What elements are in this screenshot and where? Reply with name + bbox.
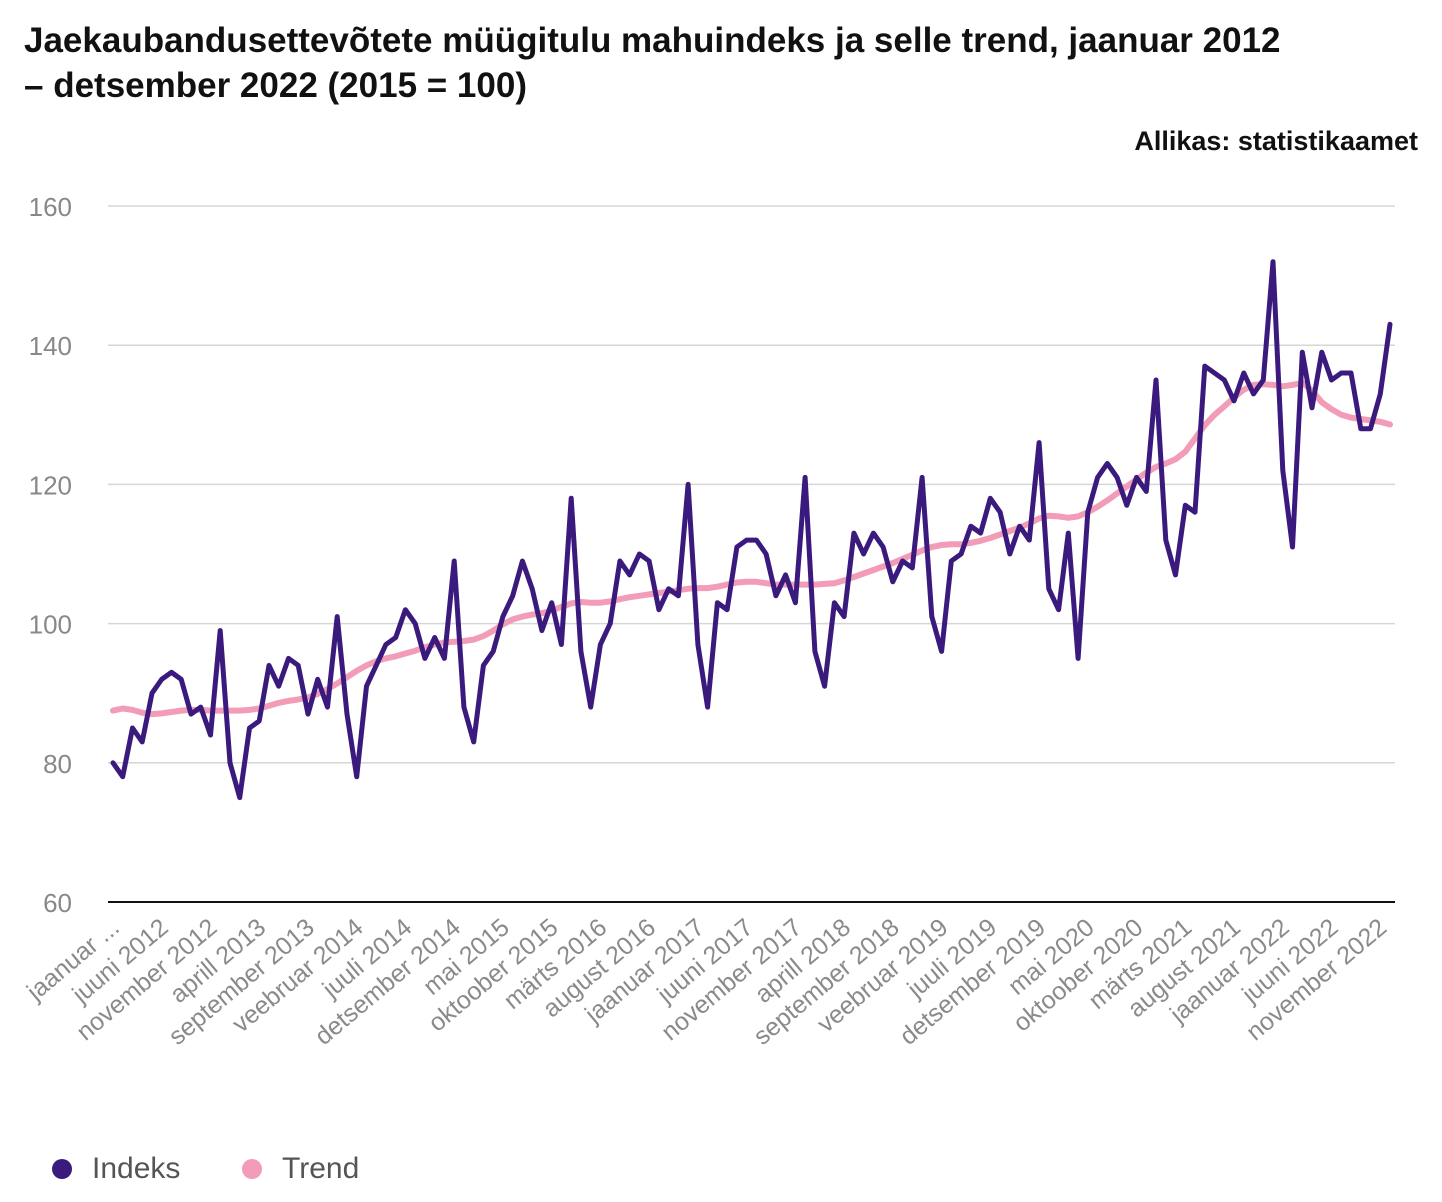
indeks-dot-icon — [52, 1159, 72, 1179]
y-tick-label: 60 — [43, 888, 72, 918]
legend-label-indeks: Indeks — [92, 1152, 181, 1185]
legend-label-trend: Trend — [282, 1152, 360, 1185]
y-tick-label: 140 — [29, 331, 72, 361]
grid-lines — [108, 205, 1395, 903]
y-axis-tick-labels: 60 80 100 120 140 160 — [29, 192, 72, 918]
y-tick-label: 100 — [29, 610, 72, 640]
chart-source: Allikas: statistikaamet — [1134, 126, 1418, 156]
legend-item-indeks[interactable]: Indeks — [52, 1152, 180, 1186]
series-lines — [110, 259, 1393, 801]
series-line-trend — [110, 379, 1393, 718]
legend-item-trend[interactable]: Trend — [242, 1152, 359, 1186]
y-tick-label: 80 — [43, 749, 72, 779]
chart-title: Jaekaubandusettevõtete müügitulu mahuind… — [24, 21, 1281, 105]
y-tick-label: 120 — [29, 470, 72, 500]
y-tick-label: 160 — [29, 192, 72, 222]
trend-dot-icon — [242, 1159, 262, 1179]
series-line-indeks — [110, 259, 1393, 801]
